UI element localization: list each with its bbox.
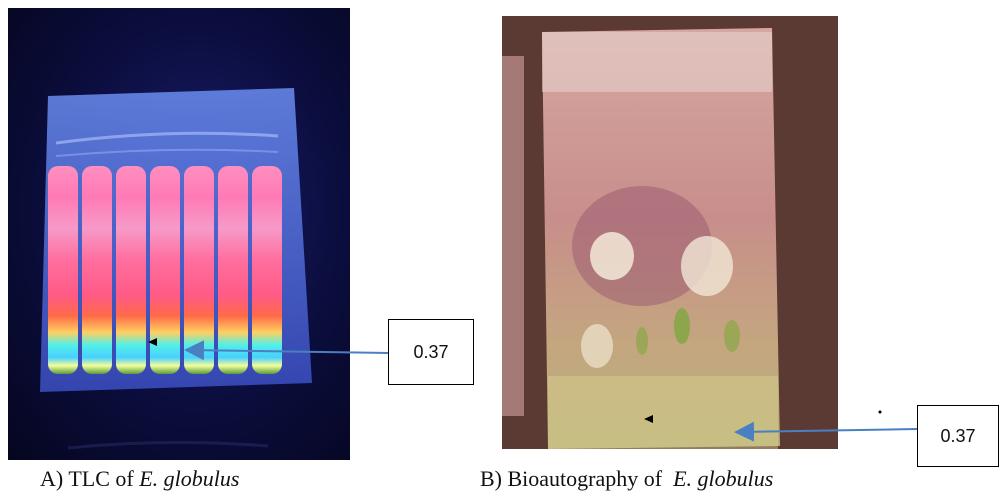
rf-label-b: 0.37 xyxy=(917,405,999,467)
tlc-lanes xyxy=(48,166,282,374)
rf-label-a: 0.37 xyxy=(388,319,474,385)
caption-a-species: E. globulus xyxy=(139,466,240,491)
caption-a: A) TLC of E. globulus xyxy=(40,466,239,492)
caption-b: B) Bioautography of E. globulus xyxy=(480,466,773,492)
caption-b-species: E. globulus xyxy=(673,466,774,491)
marker-arrowhead xyxy=(148,338,157,346)
bioautography-photo xyxy=(502,16,838,449)
bioautography-illustration xyxy=(502,16,838,449)
caption-b-prefix: B) Bioautography of xyxy=(480,466,674,491)
stray-dot xyxy=(878,410,882,414)
caption-a-prefix: A) TLC of xyxy=(40,466,140,491)
rf-value-b: 0.37 xyxy=(940,425,976,446)
rf-value-a: 0.37 xyxy=(413,341,449,362)
tlc-plate-illustration xyxy=(40,88,312,450)
marker-arrowhead xyxy=(644,415,653,423)
tlc-plate-photo xyxy=(8,8,350,460)
